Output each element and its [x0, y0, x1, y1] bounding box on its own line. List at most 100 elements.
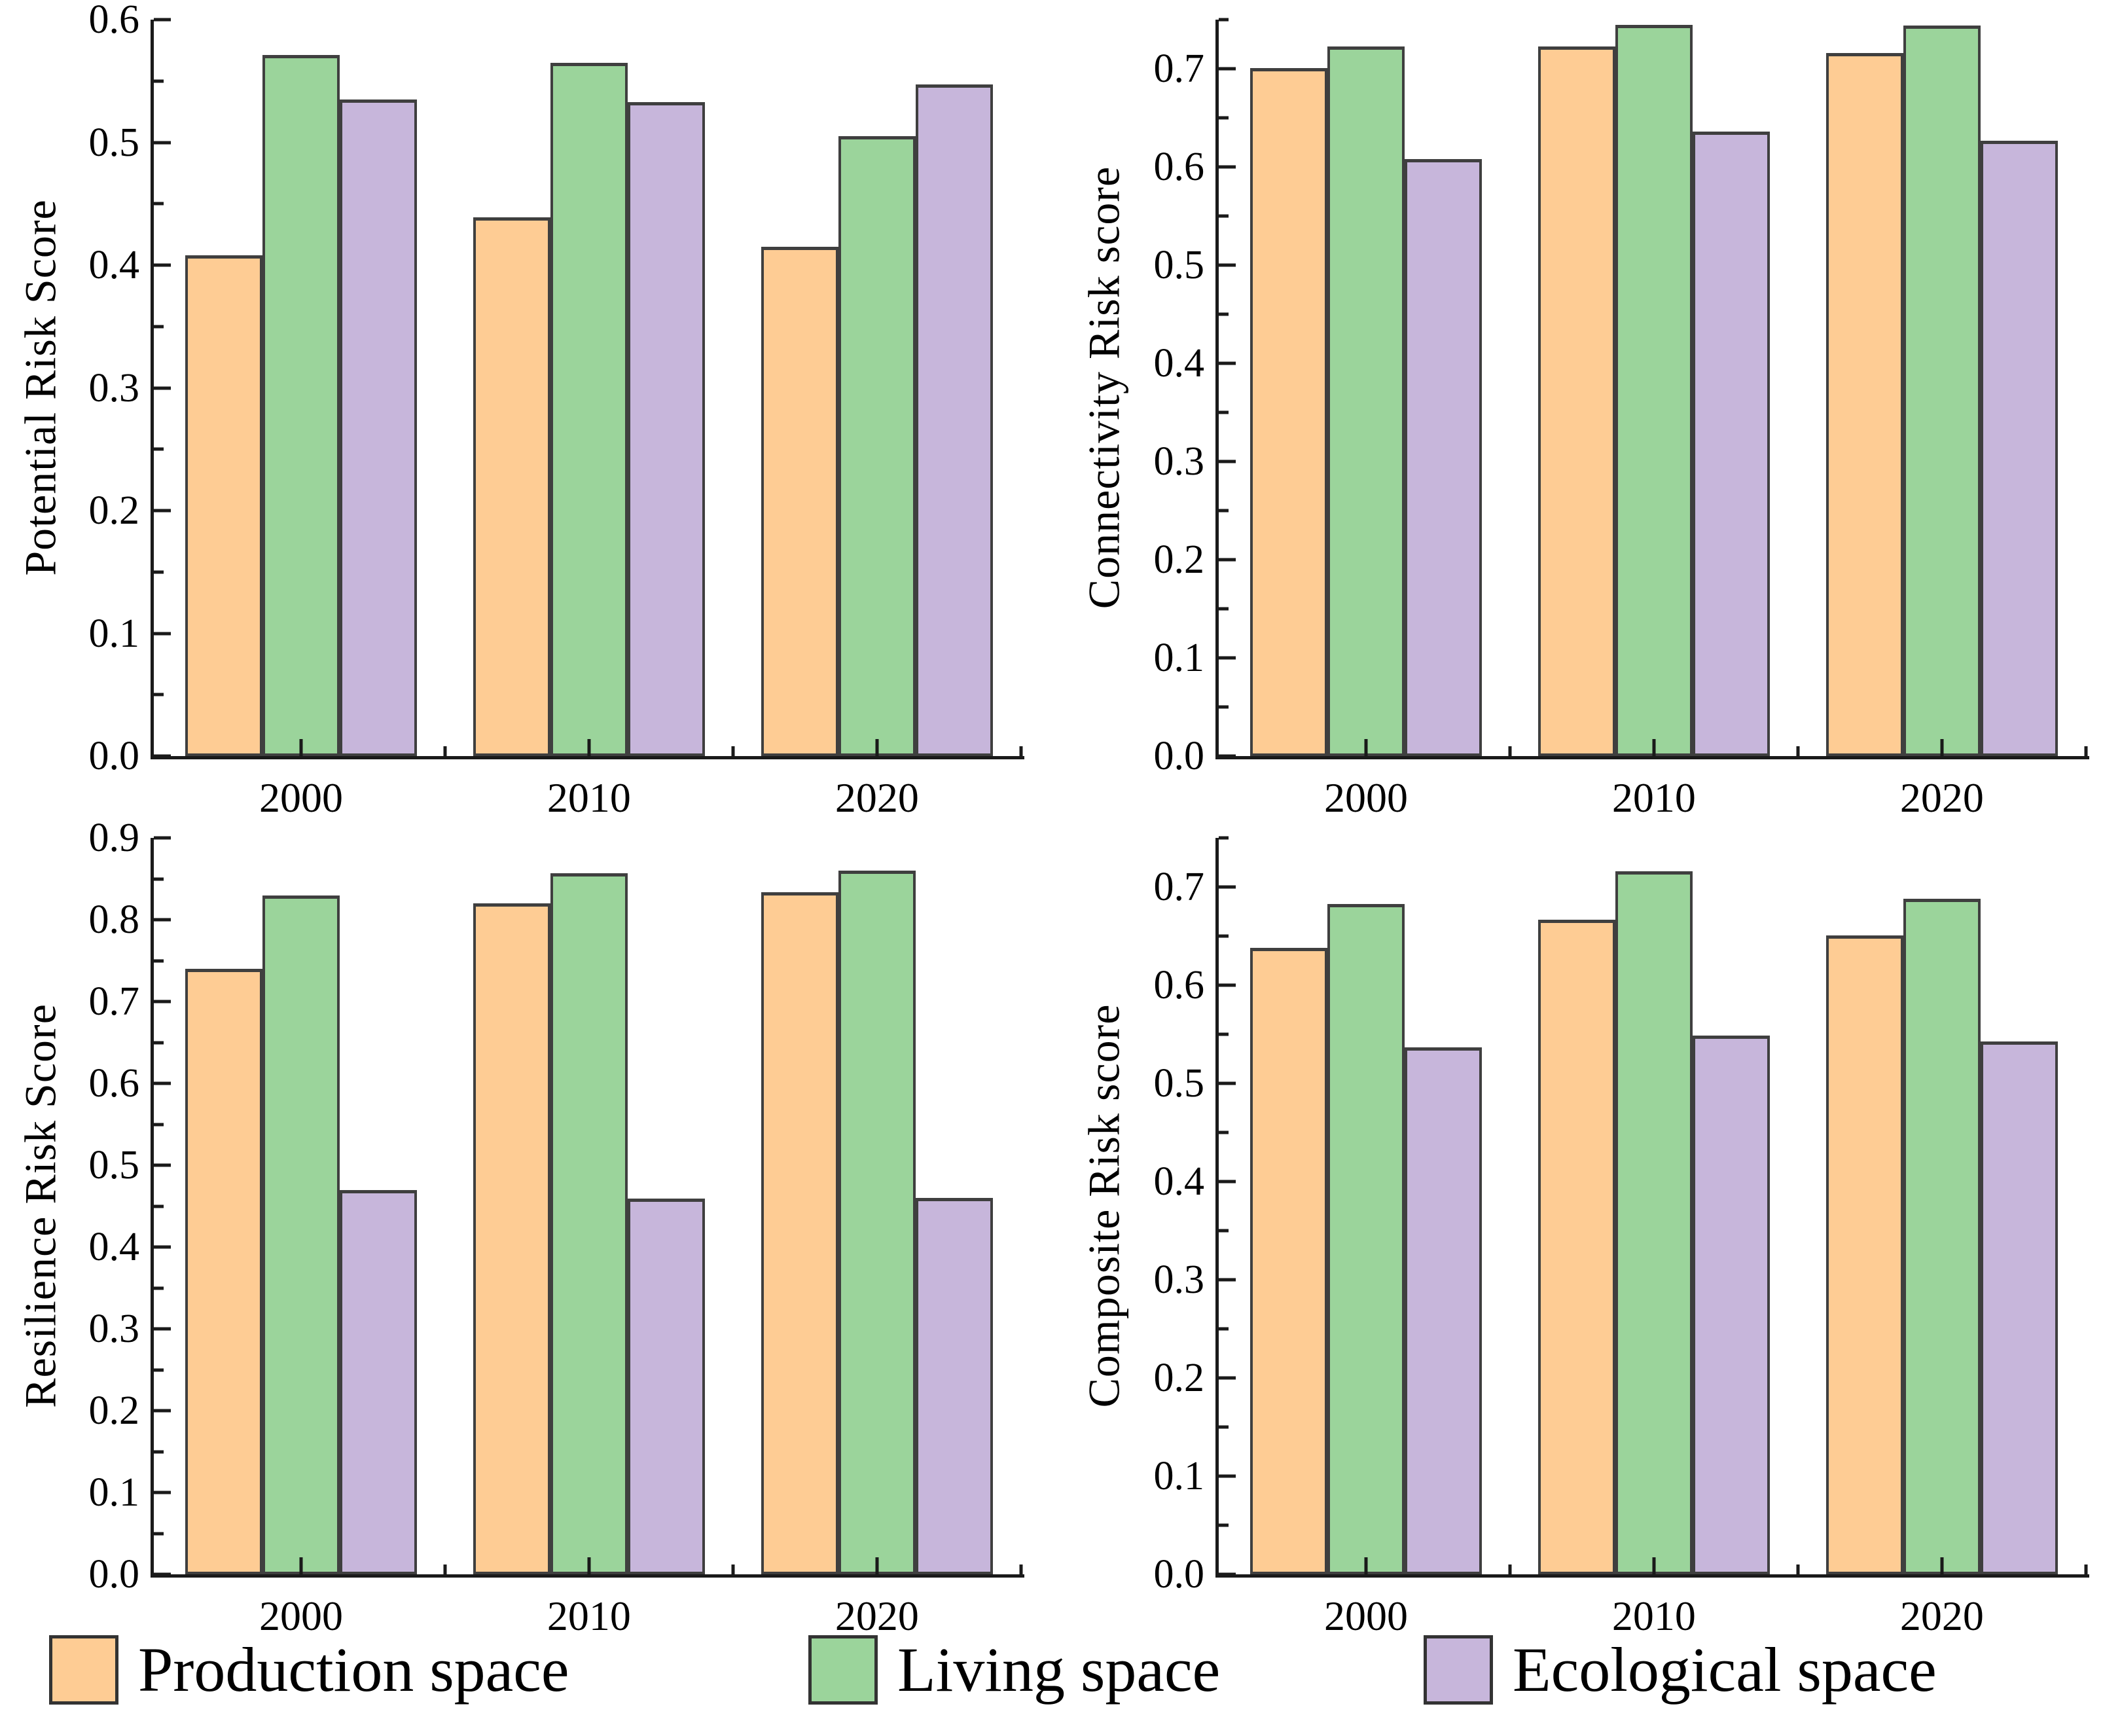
legend-label: Ecological space	[1513, 1635, 1937, 1705]
bar-living-space-2000	[262, 55, 340, 756]
y-minor-tick	[1219, 607, 1229, 611]
bar-production-space-2020	[761, 246, 838, 756]
y-major-tick	[1219, 1376, 1236, 1380]
y-major-tick	[154, 1163, 171, 1167]
bar-production-space-2010	[473, 217, 550, 756]
y-tick-label: 0.4	[88, 1225, 140, 1269]
y-tick-label: 0.3	[1153, 439, 1205, 484]
y-major-tick	[154, 1000, 171, 1004]
y-minor-tick	[154, 1204, 164, 1208]
y-tick-label: 0.1	[1153, 1454, 1205, 1498]
y-minor-tick	[154, 570, 164, 574]
x-tick-label: 2010	[1611, 1593, 1696, 1639]
x-minor-tick	[1508, 1564, 1512, 1574]
x-major-tick	[875, 1557, 879, 1574]
x-minor-tick	[1019, 746, 1023, 756]
y-major-tick	[154, 1245, 171, 1249]
y-tick-label: 0.6	[88, 0, 140, 42]
ecological-space-swatch-icon	[1424, 1635, 1493, 1705]
x-minor-tick	[443, 746, 447, 756]
x-minor-tick	[731, 1564, 735, 1574]
y-major-tick	[1219, 885, 1236, 889]
y-major-tick	[1219, 1572, 1236, 1576]
y-minor-tick	[154, 1286, 164, 1290]
y-major-tick	[1219, 1474, 1236, 1478]
x-minor-tick	[1019, 1564, 1023, 1574]
y-minor-tick	[1219, 1229, 1229, 1233]
y-minor-tick	[154, 1123, 164, 1126]
y-minor-tick	[1219, 1327, 1229, 1331]
x-major-tick	[299, 1557, 303, 1574]
y-minor-tick	[154, 79, 164, 83]
y-minor-tick	[1219, 18, 1229, 22]
y-major-tick	[154, 754, 171, 758]
y-major-tick	[154, 1327, 171, 1331]
bar-living-space-2010	[1615, 24, 1693, 756]
y-minor-tick	[154, 202, 164, 206]
y-tick-label: 0.3	[88, 365, 140, 410]
bar-production-space-2020	[1825, 935, 1903, 1574]
bar-production-space-2010	[1537, 46, 1615, 756]
y-tick-label: 0.4	[1153, 341, 1205, 386]
y-major-tick	[154, 1081, 171, 1085]
y-major-tick	[1219, 1081, 1236, 1085]
y-major-tick	[1219, 263, 1236, 267]
y-axis-title: Resilience Risk Score	[15, 1004, 65, 1408]
bar-ecological-space-2000	[339, 1189, 417, 1574]
bar-ecological-space-2010	[1692, 132, 1770, 756]
bar-ecological-space-2020	[1980, 1041, 2058, 1574]
y-major-tick	[154, 509, 171, 513]
y-tick-label: 0.7	[1153, 865, 1205, 909]
y-minor-tick	[1219, 214, 1229, 218]
chart-connectivity-risk-score: Connectivity Risk score 0.0 0.1 0.2 0.3 0.4 0…	[1052, 0, 2103, 819]
x-major-tick	[1940, 739, 1944, 756]
bar-production-space-2000	[1250, 948, 1327, 1574]
y-minor-tick	[154, 1532, 164, 1535]
x-tick-label: 2010	[1611, 774, 1696, 821]
x-tick-label: 2010	[547, 774, 631, 821]
chart-resilience-risk-score: Resilience Risk Score 0.0 0.1 0.2 0.3 0.4 0.5…	[0, 818, 1051, 1637]
x-minor-tick	[443, 1564, 447, 1574]
y-major-tick	[154, 918, 171, 922]
x-minor-tick	[2084, 1564, 2088, 1574]
legend-item-ecological-space: Ecological space	[1424, 1635, 1937, 1705]
y-minor-tick	[1219, 934, 1229, 938]
y-tick-label: 0.5	[1153, 1061, 1205, 1106]
y-minor-tick	[154, 693, 164, 696]
y-major-tick	[1219, 1180, 1236, 1184]
y-tick-label: 0.5	[88, 1143, 140, 1187]
x-tick-label: 2000	[1323, 1593, 1408, 1639]
chart-composite-risk-score: Composite Risk score 0.0 0.1 0.2 0.3 0.4 0.5 0…	[1052, 818, 2103, 1637]
y-major-tick	[1219, 460, 1236, 463]
y-major-tick	[1219, 361, 1236, 365]
x-major-tick	[1364, 739, 1368, 756]
legend-item-production-space: Production space	[49, 1635, 569, 1705]
bar-production-space-2010	[473, 903, 550, 1574]
y-major-tick	[154, 836, 171, 840]
y-tick-label: 0.1	[88, 611, 140, 656]
x-major-tick	[875, 739, 879, 756]
y-axis-title: Composite Risk score	[1079, 1004, 1129, 1408]
y-tick-label: 0.8	[88, 897, 140, 942]
y-major-tick	[154, 1572, 171, 1576]
production-space-swatch-icon	[49, 1635, 118, 1705]
plot-area: 0.0 0.1 0.2 0.3 0.4 0.5 0.6 0.7 2000 2010 2020	[1154, 18, 2089, 819]
bar-production-space-2010	[1537, 919, 1615, 1574]
bar-ecological-space-2010	[1692, 1035, 1770, 1574]
x-minor-tick	[2084, 746, 2088, 756]
x-tick-label: 2000	[259, 1593, 343, 1639]
y-axis-title: Connectivity Risk score	[1079, 166, 1129, 609]
bar-living-space-2010	[550, 62, 628, 756]
y-tick-label: 0.7	[88, 979, 140, 1024]
bar-living-space-2010	[1615, 871, 1693, 1574]
y-minor-tick	[154, 959, 164, 962]
legend-label: Living space	[897, 1635, 1221, 1705]
x-tick-label: 2020	[1899, 1593, 1984, 1639]
y-tick-label: 0.1	[1153, 636, 1205, 680]
y-tick-label: 0.3	[1153, 1257, 1205, 1302]
y-major-tick	[1219, 558, 1236, 562]
legend-item-living-space: Living space	[808, 1635, 1220, 1705]
bar-production-space-2000	[185, 255, 262, 756]
y-minor-tick	[1219, 1523, 1229, 1527]
